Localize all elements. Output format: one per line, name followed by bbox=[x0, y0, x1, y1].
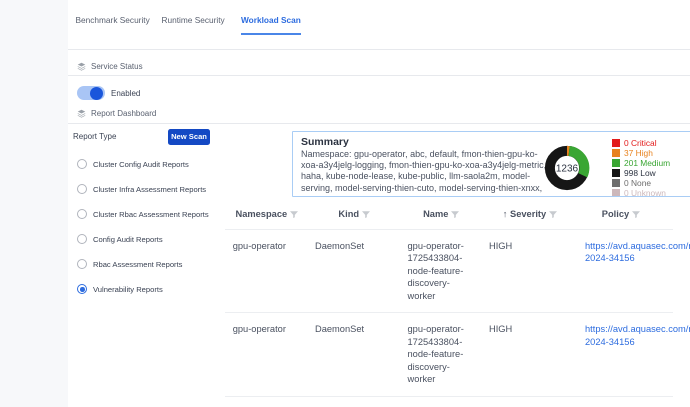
svg-text:1236: 1236 bbox=[556, 164, 579, 175]
